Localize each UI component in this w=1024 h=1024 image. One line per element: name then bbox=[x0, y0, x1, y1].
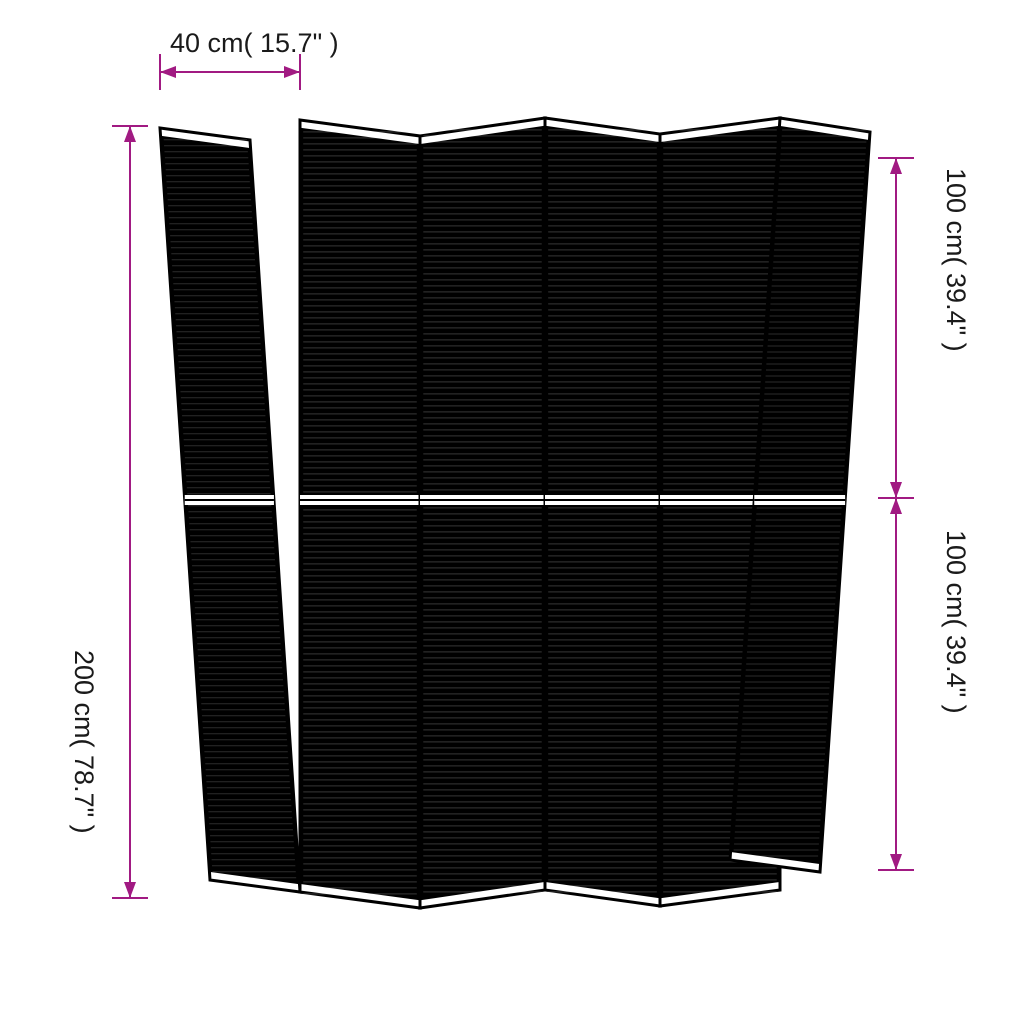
lower-half-dimension-line bbox=[0, 0, 1024, 1024]
diagram-stage: 40 cm( 15.7" ) 200 cm( 78.7" ) 100 cm( 3… bbox=[0, 0, 1024, 1024]
